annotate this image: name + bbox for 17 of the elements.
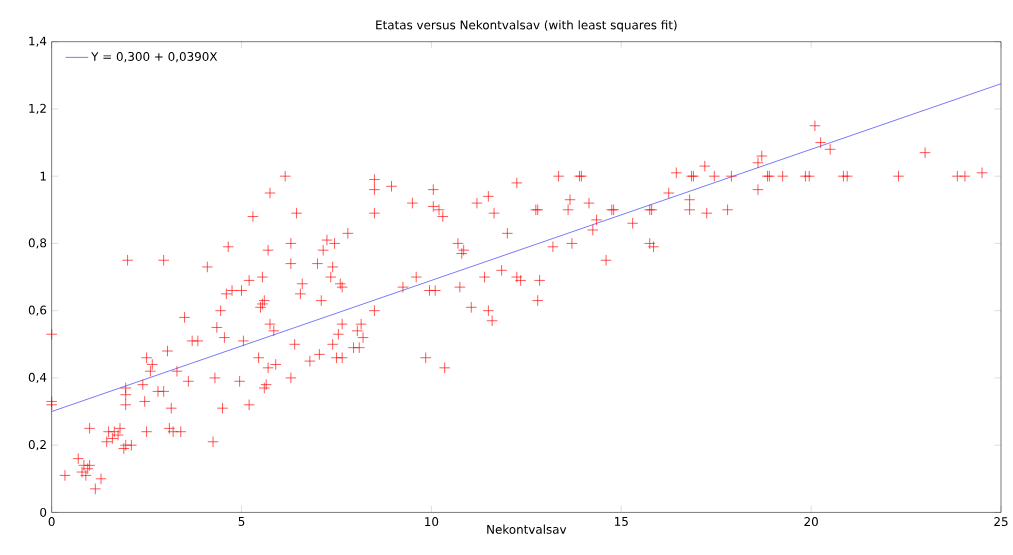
legend-label: Y = 0,300 + 0,0390X [91, 51, 218, 63]
y-tick-label: 0 [40, 507, 47, 517]
y-tick-label: 0,2 [28, 440, 46, 451]
x-axis-title: Nekontvalsav [487, 524, 567, 534]
x-tick-label: 10 [425, 517, 439, 527]
x-tick-label: 25 [994, 517, 1008, 527]
y-tick-label: 0,8 [28, 238, 47, 249]
x-tick-label: 20 [804, 517, 818, 527]
chart-title: Etatas versus Nekontvalsav (with least squares fit) [376, 20, 677, 32]
x-tick-label: 15 [614, 517, 628, 526]
y-tick-label: 1,2 [29, 103, 46, 115]
y-tick-label: 1,4 [29, 36, 47, 47]
y-tick-label: 0,6 [28, 305, 47, 316]
y-tick-label: 0,4 [28, 372, 47, 383]
x-tick-label: 5 [238, 517, 245, 526]
x-tick-label: 0 [48, 517, 55, 527]
y-tick-label: 1 [40, 171, 46, 181]
